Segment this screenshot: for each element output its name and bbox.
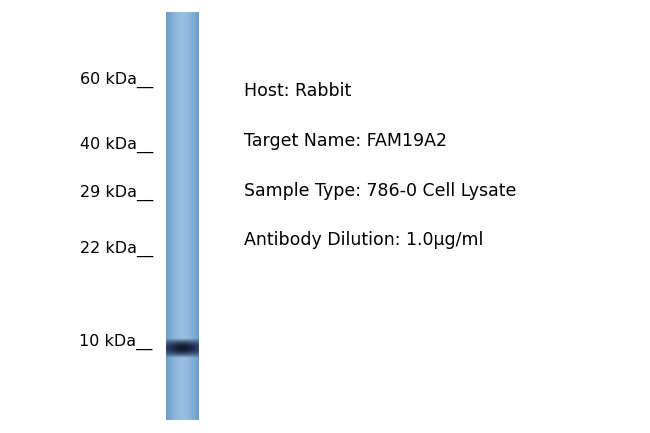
- Text: Sample Type: 786-0 Cell Lysate: Sample Type: 786-0 Cell Lysate: [244, 181, 516, 200]
- Text: 60 kDa__: 60 kDa__: [79, 72, 153, 88]
- Text: 22 kDa__: 22 kDa__: [79, 241, 153, 257]
- Text: 29 kDa__: 29 kDa__: [79, 184, 153, 201]
- Text: Antibody Dilution: 1.0μg/ml: Antibody Dilution: 1.0μg/ml: [244, 231, 483, 249]
- Text: 10 kDa__: 10 kDa__: [79, 334, 153, 350]
- Text: Target Name: FAM19A2: Target Name: FAM19A2: [244, 132, 447, 150]
- Text: Host: Rabbit: Host: Rabbit: [244, 82, 351, 100]
- Text: 40 kDa__: 40 kDa__: [79, 137, 153, 153]
